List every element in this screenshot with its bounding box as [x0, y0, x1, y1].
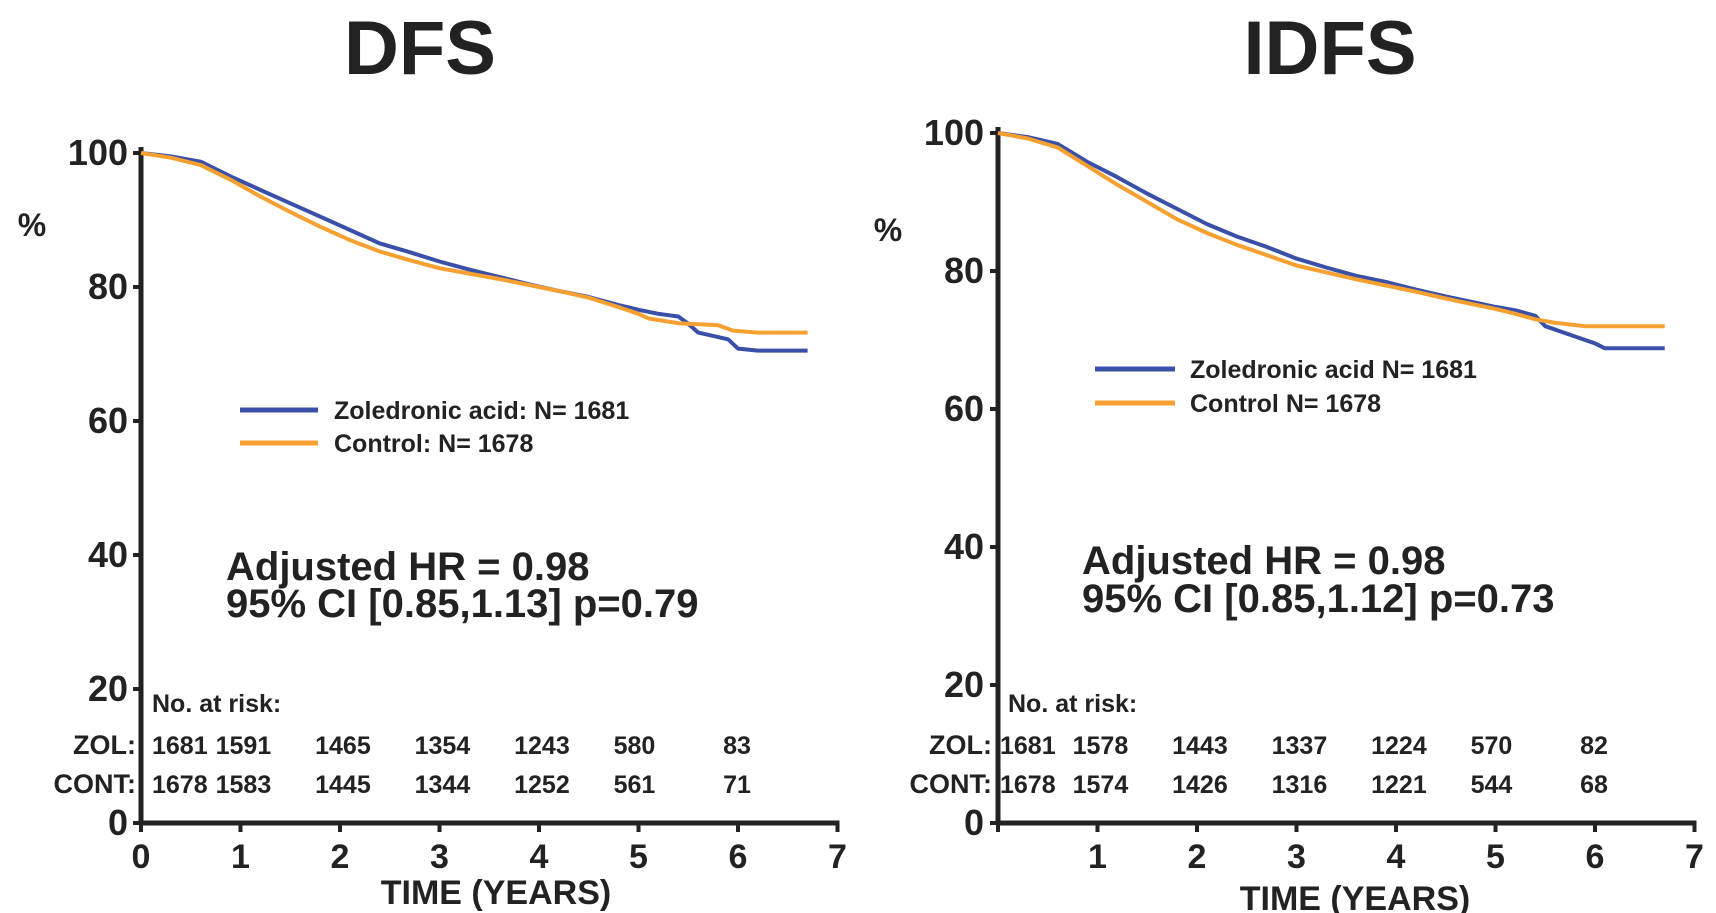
risk-count: 1445 [315, 771, 371, 799]
x-tick-label: 5 [629, 838, 648, 876]
risk-count: 1465 [315, 732, 371, 760]
risk-count: 561 [614, 771, 656, 799]
risk-count: 1252 [514, 771, 570, 799]
risk-count: 82 [1580, 732, 1608, 760]
x-tick-label: 3 [1287, 838, 1306, 876]
y-tick-label: 0 [108, 802, 128, 843]
x-tick-label: 1 [1088, 838, 1107, 876]
risk-table-title: No. at risk: [152, 690, 281, 718]
risk-count: 1443 [1172, 732, 1228, 760]
x-axis-label: TIME (YEARS) [1240, 880, 1470, 913]
risk-count: 1344 [415, 771, 471, 799]
risk-count: 1221 [1371, 771, 1427, 799]
x-tick-label: 4 [530, 838, 549, 876]
x-tick-label: 5 [1486, 838, 1505, 876]
risk-count: 1426 [1172, 771, 1228, 799]
y-tick-label: 100 [68, 132, 128, 173]
risk-row-label: ZOL: [929, 730, 992, 760]
ci-p-annotation: 95% CI [0.85,1.13] p=0.79 [226, 582, 699, 626]
y-tick-label: 0 [964, 802, 984, 843]
risk-count: 580 [614, 732, 656, 760]
hazard-ratio-annotation: Adjusted HR = 0.98 [1082, 539, 1445, 583]
y-tick-label: 60 [88, 400, 128, 441]
x-tick-label: 7 [828, 838, 847, 876]
chart-title: DFS [344, 6, 496, 91]
legend-label: Zoledronic acid N= 1681 [1190, 356, 1477, 384]
x-tick-label: 2 [331, 838, 350, 876]
x-tick-label: 7 [1685, 838, 1704, 876]
y-tick-label: 40 [944, 526, 984, 567]
risk-table-title: No. at risk: [1008, 690, 1137, 718]
y-tick-label: 100 [924, 112, 984, 153]
risk-count: 1224 [1371, 732, 1427, 760]
risk-count: 1678 [152, 771, 208, 799]
risk-count: 1578 [1073, 732, 1129, 760]
control-curve [997, 131, 1665, 329]
x-tick-label: 2 [1188, 838, 1207, 876]
control-curve [140, 151, 808, 335]
x-tick-label: 1 [231, 838, 250, 876]
risk-count: 570 [1471, 732, 1513, 760]
risk-row-label: ZOL: [73, 730, 136, 760]
x-tick-label: 4 [1387, 838, 1406, 876]
risk-count: 1681 [1000, 732, 1056, 760]
risk-count: 1243 [514, 732, 570, 760]
y-tick-label: 60 [944, 388, 984, 429]
legend-label: Zoledronic acid: N= 1681 [334, 397, 629, 425]
x-axis-label: TIME (YEARS) [381, 874, 611, 912]
risk-count: 1354 [415, 732, 471, 760]
risk-count: 544 [1471, 771, 1513, 799]
risk-count: 83 [723, 732, 751, 760]
y-tick-label: 80 [944, 250, 984, 291]
x-tick-label: 6 [729, 838, 748, 876]
risk-count: 1591 [216, 732, 272, 760]
ci-p-annotation: 95% CI [0.85,1.12] p=0.73 [1082, 577, 1555, 621]
legend-label: Control N= 1678 [1190, 390, 1381, 418]
y-tick-label: 40 [88, 534, 128, 575]
risk-count: 1681 [152, 732, 208, 760]
risk-count: 1574 [1073, 771, 1129, 799]
y-tick-label: 20 [88, 668, 128, 709]
x-tick-label: 3 [430, 838, 449, 876]
x-tick-label: 6 [1586, 838, 1605, 876]
y-tick-label: 80 [88, 266, 128, 307]
risk-row-label: CONT: [54, 769, 137, 799]
zoledronic-curve [140, 151, 808, 353]
risk-row-label: CONT: [910, 769, 993, 799]
hazard-ratio-annotation: Adjusted HR = 0.98 [226, 545, 589, 589]
x-tick-label: 0 [132, 838, 151, 876]
risk-count: 68 [1580, 771, 1608, 799]
y-axis-label: % [18, 207, 46, 243]
risk-count: 1583 [216, 771, 272, 799]
y-tick-label: 20 [944, 664, 984, 705]
zoledronic-curve [997, 131, 1665, 351]
risk-count: 1316 [1272, 771, 1328, 799]
risk-count: 1337 [1272, 732, 1328, 760]
legend-label: Control: N= 1678 [334, 430, 533, 458]
y-axis-label: % [874, 212, 902, 248]
risk-count: 71 [723, 771, 751, 799]
risk-count: 1678 [1000, 771, 1056, 799]
chart-title: IDFS [1243, 6, 1416, 91]
